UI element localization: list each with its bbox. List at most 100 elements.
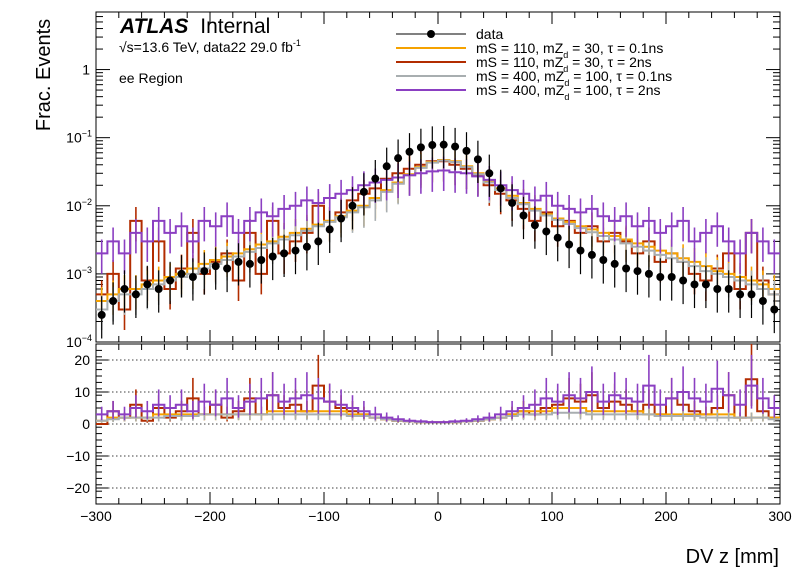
data-point [519,211,528,220]
xtick-label: 300 [768,508,792,524]
data-point [736,290,745,299]
energy-label: √s=13.6 TeV, data22 29.0 fb-1 [119,38,301,55]
data-point [542,227,551,236]
data-point [314,237,323,246]
data-point [622,264,631,273]
data-point [166,276,175,285]
xtick-label: −100 [308,508,340,524]
y-axis-title: Frac. Events [33,19,55,131]
ratio-series-group [96,344,780,425]
data-point [177,269,186,278]
region-label: ee Region [119,70,183,86]
legend-entry-label: mS = 400, mZd = 100, τ = 0.1ns [476,68,672,88]
data-point [667,273,676,282]
top-axis-ticks [95,11,781,343]
data-point [451,142,460,151]
data-point [701,280,710,289]
data-point [473,155,482,164]
xtick-label: 200 [654,508,678,524]
data-point [770,305,779,314]
series-4-ratio-histogram [96,384,780,424]
x-axis-title: DV z [mm] [686,546,779,568]
data-point [747,290,756,299]
data-point [188,273,197,282]
ratio-ytick-label: −10 [66,448,90,464]
xtick-label: −200 [194,508,226,524]
data-point [325,225,334,234]
ratio-ytick-label: 10 [74,384,90,400]
data-point [337,214,346,223]
data-point [416,143,425,152]
top-ytick-label: 10−1 [66,129,92,146]
data-point [211,262,220,271]
data-points-group [97,125,779,339]
data-point [234,257,243,266]
legend-entry-label: mS = 400, mZd = 100, τ = 2ns [476,82,660,102]
data-point [530,221,539,230]
data-point [679,276,688,285]
top-series-group [96,146,780,331]
atlas-label: ATLAS Internal [119,15,270,38]
data-point [405,147,414,156]
ratio-ytick-label: 20 [74,352,90,368]
data-point [291,246,300,255]
data-point [565,240,574,249]
data-point [200,267,209,276]
data-point [587,250,596,259]
data-point [394,154,403,163]
data-point [280,249,289,258]
xtick-label: −300 [80,508,112,524]
data-point [359,187,368,196]
data-point [223,264,232,273]
data-point [633,267,642,276]
xtick-labels: −300 −200 −100 0 100 200 300 [80,508,792,524]
data-point [713,285,722,294]
ratio-axis-ticks [95,343,781,505]
top-ytick-label: 10−2 [66,197,92,214]
data-point [724,285,733,294]
series-4-histogram [96,169,780,255]
legend-entry-label: mS = 110, mZd = 30, τ = 0.1ns [476,40,663,60]
data-point [131,290,140,299]
data-point [599,255,608,264]
top-ytick-label: 10−3 [66,265,92,282]
ratio-ytick-label: −20 [66,480,90,496]
data-point [371,174,380,183]
data-point [576,246,585,255]
data-point [245,259,254,268]
energy-label-sup: -1 [293,38,301,48]
data-point [428,141,437,150]
data-point [382,162,391,171]
data-point [120,285,129,294]
legend-data-marker [427,30,435,38]
data-point [257,255,266,264]
legend-entry-label: mS = 110, mZd = 30, τ = 2ns [476,54,652,74]
ratio-gridlines [96,359,780,489]
status-label: Internal [200,15,270,38]
data-point [690,280,699,289]
data-point [656,273,665,282]
data-point [496,184,505,193]
data-point [154,285,163,294]
data-point [302,242,311,251]
data-point [758,296,767,305]
data-point [97,310,106,319]
xtick-label: 0 [434,508,442,524]
top-ytick-labels: 1 10−1 10−2 10−3 10−4 [66,62,92,350]
ratio-ytick-label: 0 [82,416,90,432]
top-ytick-label: 10−4 [66,333,92,350]
xtick-label: 100 [540,508,564,524]
top-ytick-label: 1 [82,62,90,78]
data-point [109,296,118,305]
data-point [553,233,562,242]
data-point [485,169,494,178]
data-point [462,146,471,155]
data-point [439,140,448,149]
ratio-ytick-labels: −20 −10 0 10 20 [66,352,90,496]
legend-entry-label: data [476,26,503,42]
experiment-label: ATLAS [119,15,188,38]
data-point [143,280,152,289]
data-point [348,201,357,210]
